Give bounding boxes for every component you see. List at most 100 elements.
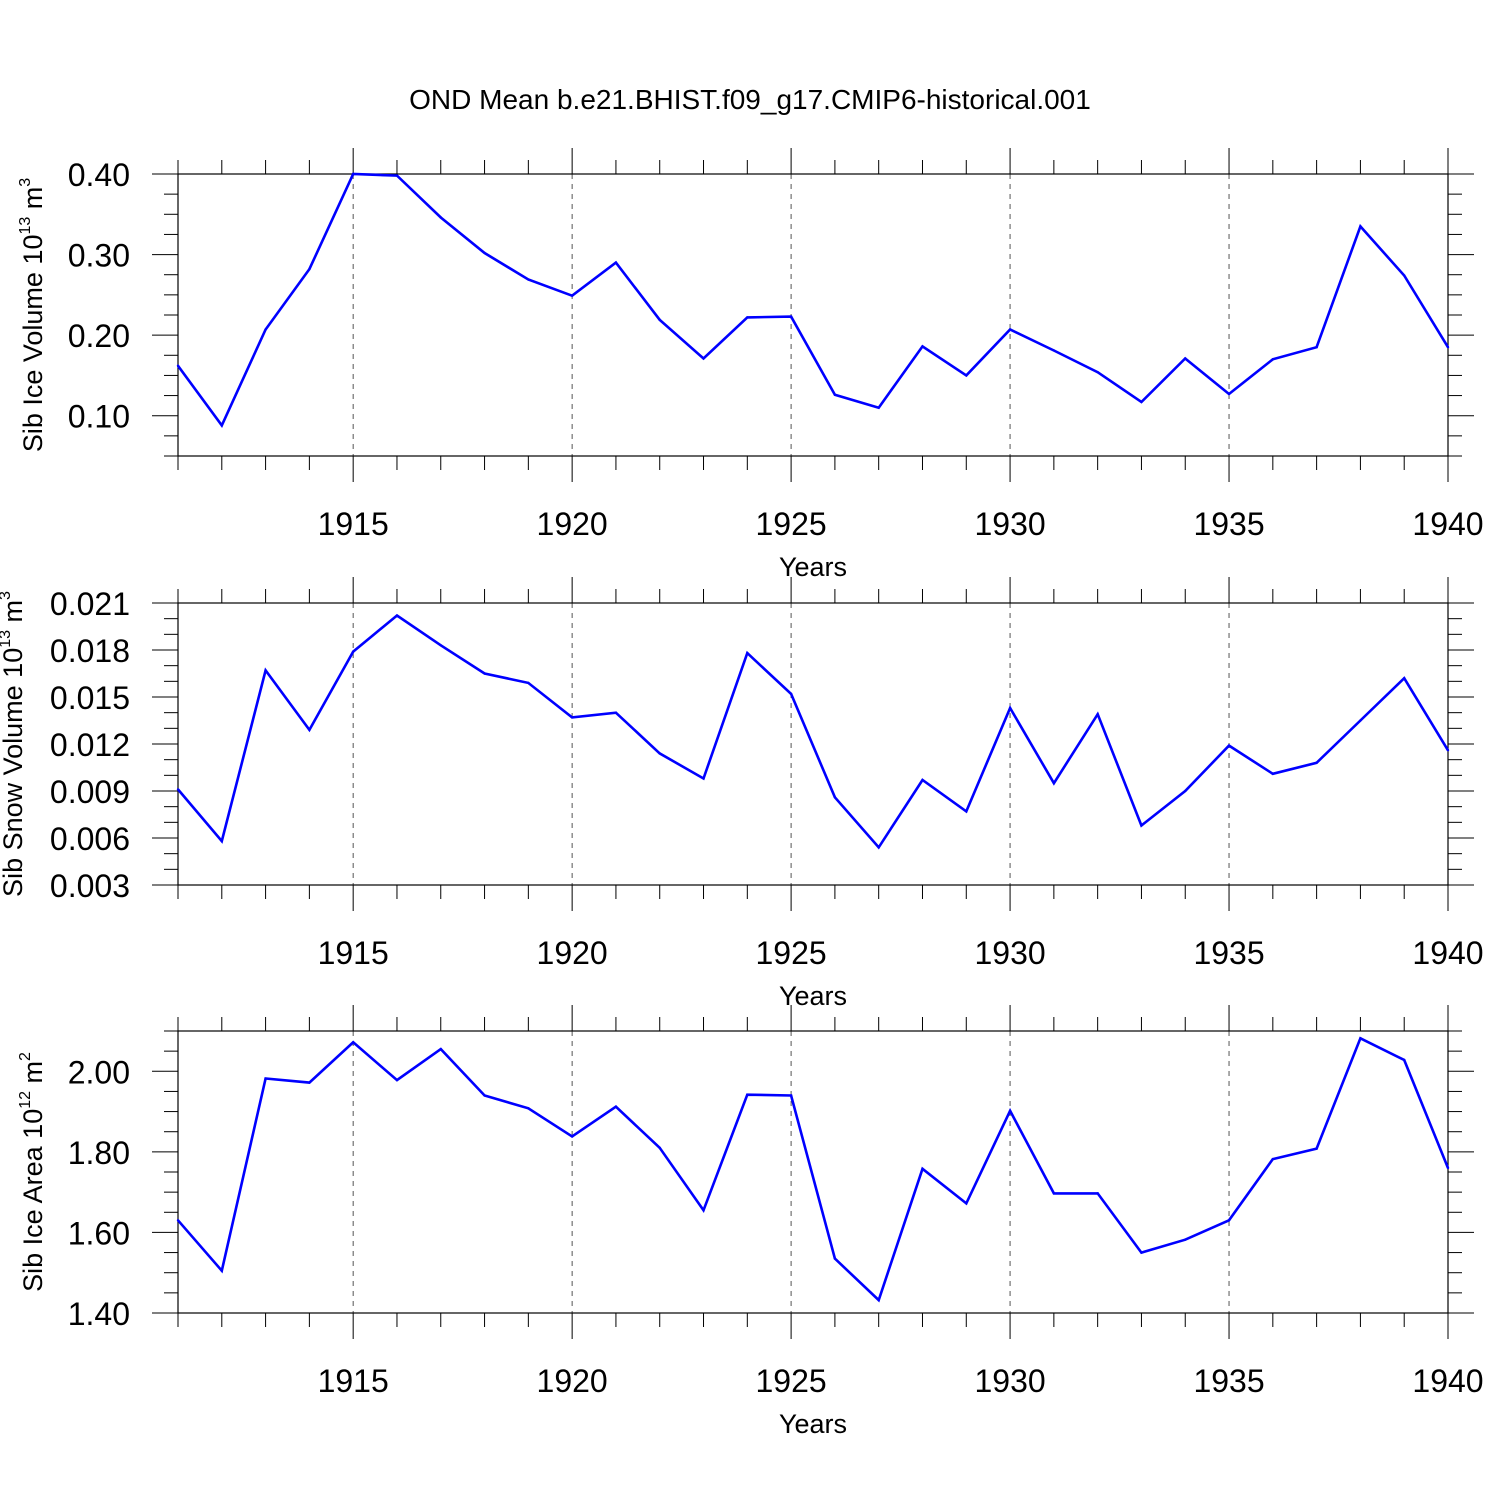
data-point <box>965 810 968 813</box>
data-point <box>1359 225 1362 228</box>
x-tick-label: 1930 <box>974 935 1045 971</box>
plot-frame <box>177 173 1449 457</box>
data-point <box>1052 781 1056 785</box>
x-axis-label: Years <box>779 981 847 1011</box>
data-point <box>570 716 574 719</box>
data-point <box>833 796 837 799</box>
data-point <box>1315 761 1318 764</box>
data-point <box>877 406 880 409</box>
chart-title: OND Mean b.e21.BHIST.f09_g17.CMIP6-histo… <box>409 84 1091 115</box>
data-point <box>965 1202 968 1205</box>
data-point <box>1227 392 1231 396</box>
y-tick-label: 0.021 <box>50 586 130 622</box>
x-tick-label: 1940 <box>1412 1363 1483 1399</box>
data-point <box>1446 346 1450 349</box>
data-point <box>264 669 267 672</box>
data-point <box>1184 357 1187 360</box>
x-tick-label: 1915 <box>318 935 389 971</box>
data-point <box>1008 1109 1012 1112</box>
data-point <box>439 216 442 219</box>
data-point <box>1271 1157 1275 1161</box>
series-line <box>177 613 1450 850</box>
data-point <box>1359 719 1362 722</box>
y-tick-label: 1.40 <box>68 1296 130 1332</box>
x-axis-label: Years <box>779 1409 847 1439</box>
data-point <box>1227 744 1231 747</box>
data-point <box>965 374 968 377</box>
data-point <box>658 752 661 755</box>
data-point <box>1446 749 1450 752</box>
data-point <box>789 692 793 696</box>
data-point <box>614 711 618 714</box>
data-point <box>789 315 793 318</box>
data-point <box>264 1077 267 1080</box>
data-point <box>1403 677 1406 680</box>
plot-frame <box>177 1030 1449 1314</box>
y-axis-label: Sib Ice Area 1012 m2 <box>17 1052 48 1292</box>
y-tick-label: 0.40 <box>68 157 130 193</box>
x-tick-label: 1920 <box>537 935 608 971</box>
y-axis-label: Sib Ice Volume 1013 m3 <box>17 178 48 452</box>
data-point <box>746 316 749 319</box>
data-point <box>527 1107 530 1110</box>
x-tick-label: 1925 <box>756 1363 827 1399</box>
data-point <box>395 1078 399 1082</box>
x-tick-label: 1930 <box>974 1363 1045 1399</box>
x-tick-label: 1925 <box>756 506 827 542</box>
data-point <box>308 1081 311 1084</box>
data-point <box>746 651 749 655</box>
data-point <box>264 328 267 331</box>
y-tick-label: 0.10 <box>68 399 130 435</box>
data-point <box>351 1041 355 1044</box>
data-point <box>702 777 705 780</box>
y-tick-label: 0.30 <box>68 238 130 274</box>
data-point <box>614 261 618 264</box>
x-axis-label: Years <box>779 552 847 582</box>
x-tick-label: 1920 <box>537 1363 608 1399</box>
data-point <box>1271 772 1275 775</box>
data-point <box>351 172 355 176</box>
x-tick-label: 1915 <box>318 1363 389 1399</box>
data-point <box>702 1209 705 1212</box>
data-point <box>176 1219 180 1222</box>
panel-2: 0.003 0.006 0.009 0.012 0.015 0.018 0.021 1915 1… <box>0 577 1484 1011</box>
data-point <box>1096 1192 1099 1195</box>
data-point <box>1052 1192 1056 1195</box>
y-tick-label: 0.003 <box>50 868 130 904</box>
x-tick-label: 1930 <box>974 506 1045 542</box>
panel-3: 1.40 1.60 1.80 2.00 1915 1920 1925 1930 1935 1940… <box>17 1005 1484 1439</box>
data-point <box>1227 1219 1231 1222</box>
data-point <box>220 424 223 427</box>
y-tick-label: 0.015 <box>50 680 130 716</box>
x-tick-label: 1920 <box>537 506 608 542</box>
data-point <box>308 728 311 732</box>
data-point <box>220 1269 223 1272</box>
data-point <box>1052 349 1056 352</box>
data-point <box>921 345 924 348</box>
data-point <box>1271 358 1275 361</box>
data-point <box>395 174 399 177</box>
data-point <box>789 1094 793 1097</box>
data-point <box>1096 713 1099 716</box>
y-tick-label: 0.006 <box>50 821 130 857</box>
data-point <box>877 846 880 849</box>
data-point <box>483 251 486 255</box>
data-point <box>1008 328 1012 331</box>
data-point <box>746 1093 749 1096</box>
data-point <box>921 1167 924 1170</box>
y-tick-label: 0.018 <box>50 633 130 669</box>
data-point <box>308 267 311 271</box>
data-point <box>220 839 223 843</box>
data-point <box>1359 1037 1362 1040</box>
x-tick-label: 1915 <box>318 506 389 542</box>
y-tick-label: 0.20 <box>68 318 130 354</box>
data-point <box>1403 1058 1406 1062</box>
panel-1: 0.10 0.20 0.30 0.40 1915 1920 1925 1930 1935 1940… <box>17 148 1484 582</box>
x-tick-label: 1935 <box>1193 1363 1264 1399</box>
data-point <box>1140 400 1143 404</box>
data-point <box>483 672 486 675</box>
data-point <box>1315 1147 1318 1150</box>
y-axis-label: Sib Snow Volume 1013 m3 <box>0 591 28 897</box>
y-tick-label: 1.80 <box>68 1135 130 1171</box>
